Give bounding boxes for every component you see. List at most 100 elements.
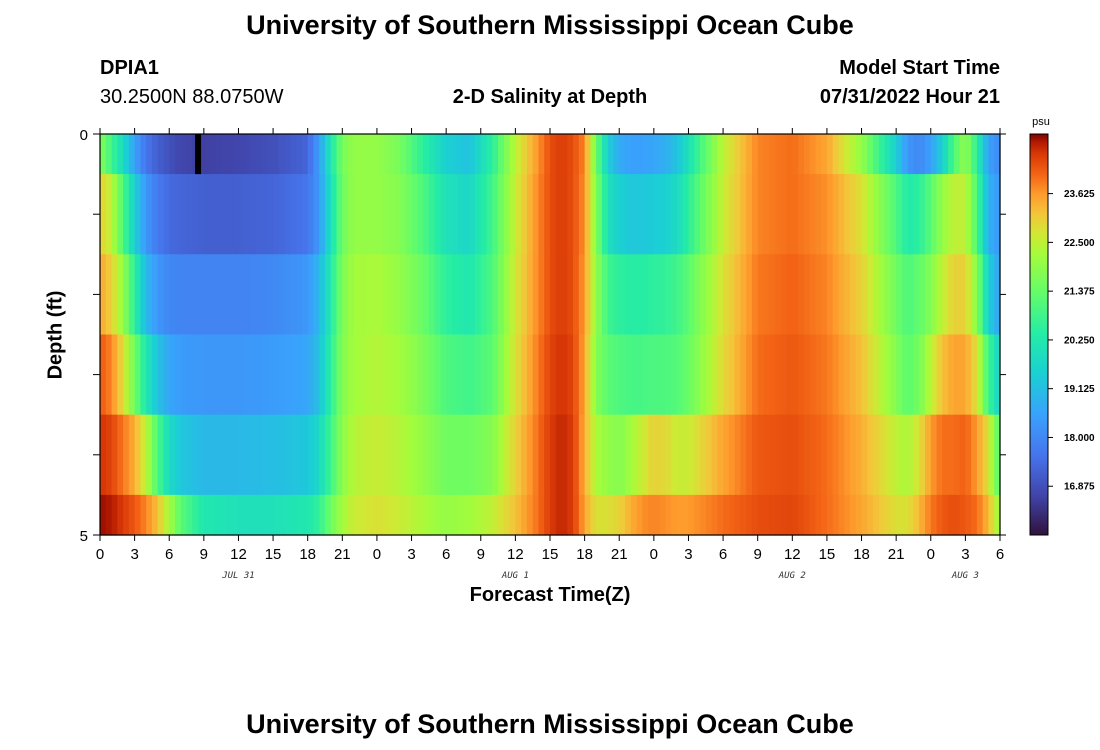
- heatmap-cell: [428, 174, 436, 255]
- heatmap-cell: [267, 174, 274, 255]
- heatmap-cell: [348, 494, 355, 536]
- heatmap-cell: [919, 334, 926, 416]
- heatmap-cell: [780, 334, 788, 416]
- heatmap-cell: [769, 414, 776, 496]
- heatmap-cell: [428, 494, 436, 536]
- heatmap-cell: [532, 334, 540, 416]
- heatmap-cell: [411, 494, 418, 536]
- x-tick-label: 18: [576, 546, 593, 563]
- heatmap-cell: [826, 494, 834, 536]
- heatmap-cell: [878, 494, 886, 536]
- heatmap-cell: [128, 334, 136, 416]
- heatmap-cell: [567, 134, 574, 175]
- heatmap-cell: [988, 334, 995, 416]
- heatmap-cell: [503, 494, 511, 536]
- heatmap-cell: [423, 414, 430, 496]
- x-tick-label: 21: [334, 546, 351, 563]
- heatmap-cell: [723, 494, 730, 536]
- heatmap-cell: [128, 414, 136, 496]
- heatmap-cell: [423, 494, 430, 536]
- heatmap-cell: [648, 334, 655, 416]
- heatmap-cell: [146, 414, 153, 496]
- heatmap-cell: [976, 134, 984, 175]
- heatmap-cell: [267, 334, 274, 416]
- heatmap-cell: [953, 134, 961, 175]
- heatmap-cell: [526, 174, 534, 255]
- date-label: AUG 2: [778, 571, 806, 581]
- heatmap-cell: [411, 414, 418, 496]
- heatmap-cell: [157, 254, 165, 336]
- heatmap-cell: [400, 254, 407, 336]
- heatmap-cell: [561, 254, 568, 336]
- heatmap-cell: [948, 494, 955, 536]
- heatmap-cell: [711, 334, 718, 416]
- heatmap-cell: [694, 174, 701, 255]
- heatmap-cell: [440, 414, 447, 496]
- heatmap-cell: [284, 334, 291, 416]
- heatmap-cell: [261, 494, 268, 536]
- heatmap-cell: [653, 334, 661, 416]
- heatmap-cell: [226, 174, 234, 255]
- heatmap-cell: [786, 414, 793, 496]
- heatmap-cell: [798, 174, 805, 255]
- heatmap-cell: [976, 494, 984, 536]
- heatmap-cell: [226, 334, 234, 416]
- heatmap-cell: [688, 134, 695, 175]
- heatmap-cell: [296, 254, 303, 336]
- heatmap-cell: [301, 134, 309, 175]
- heatmap-cell: [255, 334, 263, 416]
- heatmap-cell: [665, 414, 672, 496]
- heatmap-cell: [896, 494, 903, 536]
- heatmap-cell: [792, 254, 799, 336]
- heatmap-cell: [705, 334, 713, 416]
- heatmap-cell: [942, 334, 949, 416]
- heatmap-cell: [123, 334, 130, 416]
- heatmap-cell: [417, 174, 424, 255]
- heatmap-cell: [163, 174, 170, 255]
- heatmap-cell: [117, 254, 124, 336]
- colorbar-unit: psu: [1032, 116, 1050, 128]
- heatmap-cell: [117, 494, 124, 536]
- heatmap-cell: [907, 254, 915, 336]
- heatmap-cell: [694, 414, 701, 496]
- heatmap-cell: [930, 414, 938, 496]
- heatmap-cell: [290, 334, 297, 416]
- heatmap-cell: [555, 414, 563, 496]
- heatmap-cell: [775, 174, 782, 255]
- heatmap-cell: [815, 174, 822, 255]
- heatmap-cell: [959, 334, 966, 416]
- heatmap-cell: [953, 334, 961, 416]
- heatmap-cell: [671, 414, 678, 496]
- heatmap-cell: [123, 174, 130, 255]
- heatmap-cell: [278, 174, 286, 255]
- heatmap-cell: [873, 414, 880, 496]
- heatmap-cell: [244, 494, 251, 536]
- heatmap-cell: [221, 174, 228, 255]
- heatmap-cell: [901, 174, 909, 255]
- heatmap-cell: [532, 254, 540, 336]
- heatmap-cell: [198, 174, 205, 255]
- heatmap-cell: [325, 494, 332, 536]
- heatmap-cell: [457, 134, 465, 175]
- x-tick-label: 6: [996, 546, 1004, 563]
- heatmap-cell: [330, 334, 338, 416]
- heatmap-cell: [838, 174, 845, 255]
- heatmap-cell: [976, 174, 984, 255]
- heatmap-cell: [751, 494, 759, 536]
- heatmap-cell: [578, 494, 586, 536]
- heatmap-cell: [394, 134, 401, 175]
- heatmap-cell: [838, 414, 845, 496]
- heatmap-cell: [365, 254, 372, 336]
- heatmap-cell: [930, 134, 938, 175]
- heatmap-cell: [480, 334, 488, 416]
- heatmap-cell: [861, 334, 868, 416]
- heatmap-cell: [642, 134, 649, 175]
- heatmap-cell: [544, 174, 551, 255]
- heatmap-cell: [607, 134, 615, 175]
- x-tick-label: 12: [507, 546, 524, 563]
- heatmap-cell: [775, 494, 782, 536]
- heatmap-cell: [838, 494, 845, 536]
- heatmap-cell: [180, 174, 188, 255]
- heatmap-cell: [319, 134, 326, 175]
- heatmap-cell: [151, 414, 159, 496]
